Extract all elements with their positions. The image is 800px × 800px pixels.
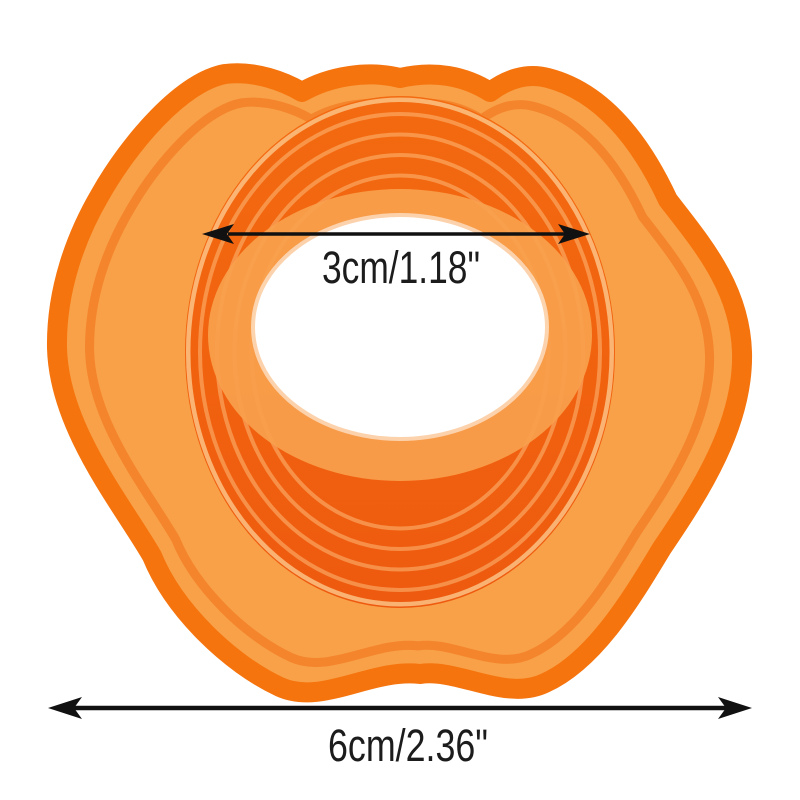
ridge-ring	[185, 97, 615, 607]
inner-diameter-label: 3cm/1.18"	[322, 242, 480, 293]
inner-diameter-arrowhead-left	[202, 224, 234, 244]
inner-diameter-arrowhead-right	[558, 224, 590, 244]
outer-width-arrowhead-left	[48, 697, 82, 719]
inner-diameter-annotation: 3cm/1.18"	[202, 224, 590, 293]
outer-width-annotation: 6cm/2.36"	[48, 697, 752, 771]
outer-width-label: 6cm/2.36"	[328, 720, 488, 771]
outer-width-arrowhead-right	[718, 697, 752, 719]
ridge-ring	[198, 112, 602, 592]
grommet-hole	[251, 213, 549, 441]
